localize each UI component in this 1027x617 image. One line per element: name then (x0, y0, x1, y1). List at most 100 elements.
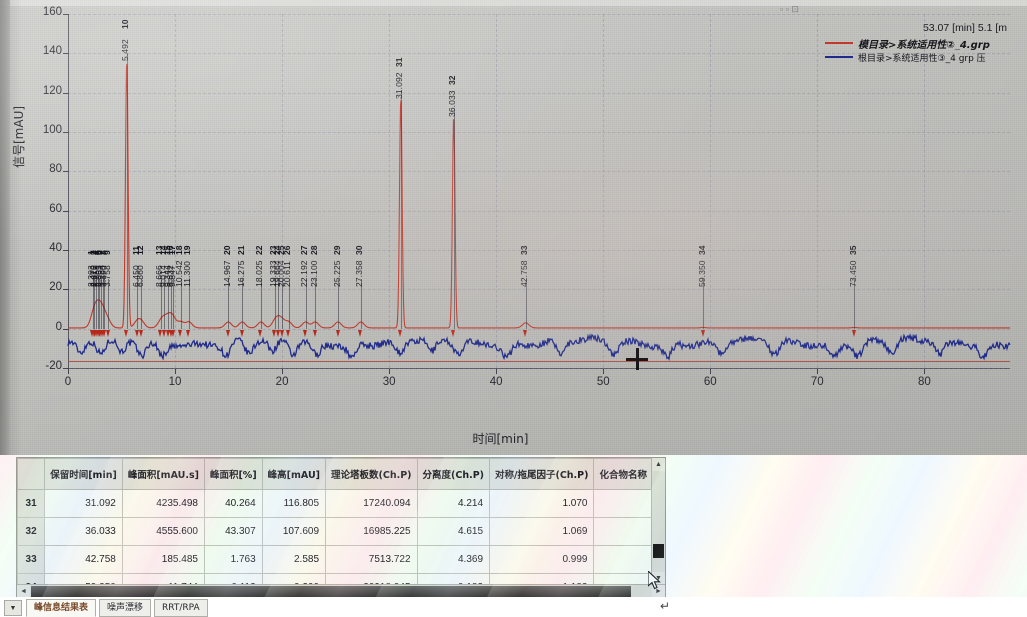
table-row[interactable]: 32 36.033 4555.600 43.307 107.609 16985.225 4.… (17, 517, 653, 546)
peak-stem-line (260, 278, 262, 329)
horizontal-scroll-thumb[interactable] (31, 586, 631, 597)
cell-area-pct[interactable]: 43.307 (203, 517, 263, 546)
cell-rt[interactable]: 42.758 (44, 545, 123, 574)
window-top-edge (0, 0, 1027, 6)
gridline-vertical (496, 14, 498, 368)
chromatogram-panel: ▫ ▫ ⊡ 53.07 [min] 5.1 [m 模目录>系统适用性②_4.gr… (0, 0, 1027, 455)
peak-retention-time-label: 31.092 (394, 72, 405, 99)
cell-rt[interactable]: 59.350 (44, 573, 123, 584)
cell-resolution[interactable]: 9.183 (416, 573, 491, 584)
cell-tailing[interactable]: 1.069 (489, 517, 595, 546)
y-tick-mark (63, 289, 69, 291)
y-tick-mark (63, 92, 69, 94)
cell-compound[interactable] (593, 517, 653, 546)
cell-tailing[interactable]: 1.183 (489, 573, 595, 584)
cell-height[interactable]: 116.805 (261, 489, 327, 518)
bottom-tab-0[interactable]: 峰信息结果表 (26, 599, 97, 617)
cell-compound[interactable] (593, 545, 653, 574)
peak-retention-time-label: 16.275 (235, 260, 246, 287)
tab-dropdown-button[interactable]: ▼ (4, 600, 22, 616)
peak-results-grid[interactable]: 保留时间[min] 峰面积[mAU.s] 峰面积[%] 峰高[mAU] 理论塔板数(Ch… (16, 457, 666, 599)
row-index-cell[interactable]: 31 (17, 489, 46, 518)
scroll-up-arrow[interactable]: ▲ (652, 458, 665, 471)
cell-compound[interactable] (593, 573, 653, 584)
column-header[interactable]: 保留时间[min] (44, 458, 123, 490)
gridline-vertical (924, 14, 926, 368)
gridline-horizontal (68, 92, 1010, 95)
table-row[interactable]: 31 31.092 4235.498 40.264 116.805 17240.094 4.… (17, 489, 653, 518)
x-tick-label: 80 (917, 376, 931, 388)
cell-plates[interactable]: 20918.945 (325, 573, 418, 584)
row-index-cell[interactable]: 33 (17, 545, 46, 574)
vertical-scroll-thumb[interactable] (653, 544, 664, 558)
cell-plates[interactable]: 17240.094 (325, 489, 418, 518)
peak-retention-time-label: 23.100 (308, 260, 319, 287)
cell-area-pct[interactable]: 40.264 (203, 489, 263, 518)
peak-stem-line (453, 109, 455, 329)
cell-rt[interactable]: 31.092 (44, 489, 123, 518)
cell-tailing[interactable]: 0.999 (489, 545, 595, 574)
peak-marker-arrow (358, 329, 363, 337)
gridline-horizontal (68, 368, 1010, 370)
cell-height[interactable]: 0.200 (261, 573, 327, 584)
cell-tailing[interactable]: 1.070 (489, 489, 595, 518)
peak-marker-arrow (312, 329, 317, 337)
table-row[interactable]: 33 42.758 185.485 1.763 2.585 7513.722 4.369 0.… (17, 545, 653, 574)
cell-area[interactable]: 185.485 (121, 545, 205, 574)
peak-stem-line (274, 278, 276, 329)
cell-height[interactable]: 2.585 (261, 545, 327, 574)
cell-plates[interactable]: 7513.722 (325, 545, 418, 574)
peak-marker-arrow (158, 329, 163, 337)
peak-marker-arrow (523, 329, 528, 337)
column-header-index[interactable] (17, 458, 46, 490)
cell-area[interactable]: 4555.600 (121, 517, 205, 546)
scroll-left-arrow[interactable]: ◄ (17, 585, 30, 598)
column-header[interactable]: 化合物名称 (593, 458, 653, 490)
legend-item-series-1: 模目录>系统适用性②_4.grp (825, 36, 1025, 50)
table-row[interactable]: 3459.35011.7440.1120.20020918.9459.1831.… (17, 573, 653, 584)
peak-stem-line (104, 278, 106, 329)
row-index-cell[interactable]: 34 (17, 573, 46, 584)
peak-stem-line (288, 278, 290, 329)
cell-resolution[interactable]: 4.615 (416, 517, 491, 546)
x-tick-label: 0 (64, 376, 72, 388)
peak-retention-time-label: 6.860 (134, 264, 145, 287)
x-tick-mark (710, 369, 712, 374)
peak-stem-line (703, 278, 705, 329)
blue-signal-trace (67, 333, 1011, 362)
peak-number-label: 22 (254, 245, 265, 255)
x-tick-mark (175, 369, 177, 374)
column-header[interactable]: 对称/拖尾因子(Ch.P) (489, 458, 595, 490)
column-header[interactable]: 峰面积[%] (203, 458, 263, 490)
cell-compound[interactable] (593, 489, 653, 518)
column-header[interactable]: 峰高[mAU] (261, 458, 327, 490)
cell-area[interactable]: 4235.498 (121, 489, 205, 518)
peak-stem-line (525, 278, 527, 329)
cell-height[interactable]: 107.609 (261, 517, 327, 546)
bottom-tab-1[interactable]: 噪声漂移 (99, 599, 152, 617)
table-horizontal-scrollbar[interactable]: ◄ ► (17, 584, 665, 598)
cell-area-pct[interactable]: 0.112 (203, 573, 263, 584)
gridline-vertical (175, 14, 177, 368)
cell-rt[interactable]: 36.033 (44, 517, 123, 546)
table-body: 31 31.092 4235.498 40.264 116.805 17240.094 4.… (17, 489, 653, 584)
column-header[interactable]: 理论塔板数(Ch.P) (325, 458, 418, 490)
cell-area-pct[interactable]: 1.763 (203, 545, 263, 574)
peak-retention-time-label: 59.350 (696, 260, 707, 287)
column-header[interactable]: 峰面积[mAU.s] (121, 458, 205, 490)
y-tick-label: 60 (49, 202, 62, 215)
cell-resolution[interactable]: 4.214 (416, 489, 491, 518)
bottom-tab-2[interactable]: RRT/RPA (154, 599, 208, 617)
peak-stem-line (168, 278, 170, 329)
cell-area[interactable]: 11.744 (121, 573, 205, 584)
peak-retention-time-label: 42.758 (519, 260, 530, 287)
cell-plates[interactable]: 16985.225 (325, 517, 418, 546)
y-tick-label: 140 (42, 45, 62, 58)
y-tick-label: 80 (49, 163, 62, 176)
cursor-coordinate-readout: 53.07 [min] 5.1 [m (922, 22, 1007, 34)
cell-resolution[interactable]: 4.369 (416, 545, 491, 574)
row-index-cell[interactable]: 32 (17, 517, 46, 546)
column-header[interactable]: 分离度(Ch.P) (416, 458, 491, 490)
peak-number-label: 28 (308, 245, 319, 255)
